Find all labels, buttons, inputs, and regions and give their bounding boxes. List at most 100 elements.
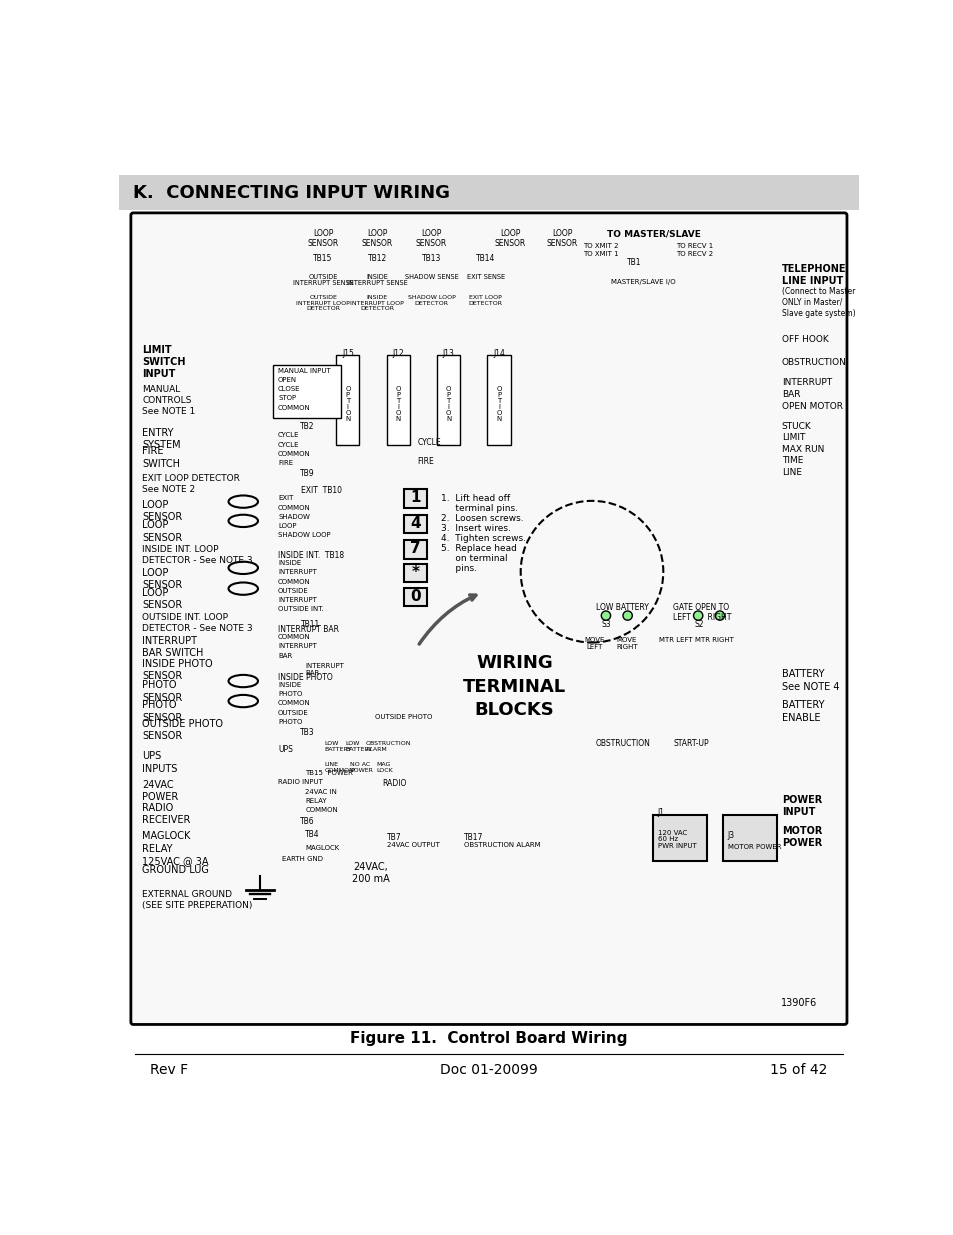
Text: 1390F6: 1390F6 bbox=[780, 998, 816, 1008]
FancyBboxPatch shape bbox=[335, 356, 359, 446]
FancyBboxPatch shape bbox=[403, 540, 427, 558]
Text: MOVE
RIGHT: MOVE RIGHT bbox=[616, 637, 637, 650]
Text: pins.: pins. bbox=[440, 564, 476, 573]
Text: CYCLE: CYCLE bbox=[278, 432, 299, 438]
Text: CLOSE: CLOSE bbox=[278, 387, 300, 393]
Text: Rev F: Rev F bbox=[150, 1063, 188, 1077]
Text: terminal pins.: terminal pins. bbox=[440, 504, 517, 513]
Text: on terminal: on terminal bbox=[440, 555, 507, 563]
Text: SHADOW: SHADOW bbox=[278, 514, 310, 520]
Text: TO XMIT 2: TO XMIT 2 bbox=[582, 243, 618, 249]
Text: INTERRUPT: INTERRUPT bbox=[278, 569, 316, 576]
Text: INSIDE: INSIDE bbox=[278, 561, 301, 566]
Text: LOOP
SENSOR: LOOP SENSOR bbox=[142, 500, 183, 522]
Text: CYCLE: CYCLE bbox=[417, 438, 441, 447]
Text: O
P
T
I
O
N: O P T I O N bbox=[345, 385, 350, 422]
Text: 4.  Tighten screws.: 4. Tighten screws. bbox=[440, 534, 525, 543]
Text: TB15  POWER: TB15 POWER bbox=[305, 769, 353, 776]
Text: EXIT LOOP DETECTOR
See NOTE 2: EXIT LOOP DETECTOR See NOTE 2 bbox=[142, 474, 240, 494]
Text: OBSTRUCTION: OBSTRUCTION bbox=[596, 739, 650, 747]
Text: LOOP
SENSOR: LOOP SENSOR bbox=[361, 228, 393, 248]
Text: PHOTO
SENSOR: PHOTO SENSOR bbox=[142, 700, 183, 722]
Text: 24VAC
POWER: 24VAC POWER bbox=[142, 779, 178, 802]
Text: 1: 1 bbox=[410, 490, 420, 505]
Text: OUTSIDE: OUTSIDE bbox=[278, 588, 309, 594]
Text: GATE OPEN TO
LEFT       RIGHT: GATE OPEN TO LEFT RIGHT bbox=[673, 603, 731, 622]
Text: BATTERY
ENABLE: BATTERY ENABLE bbox=[781, 700, 823, 722]
Text: LOOP
SENSOR: LOOP SENSOR bbox=[416, 228, 447, 248]
Text: EXTERNAL GROUND
(SEE SITE PREPERATION): EXTERNAL GROUND (SEE SITE PREPERATION) bbox=[142, 889, 253, 910]
FancyBboxPatch shape bbox=[386, 356, 410, 446]
FancyBboxPatch shape bbox=[119, 175, 858, 210]
Text: UPS
INPUTS: UPS INPUTS bbox=[142, 751, 177, 773]
Text: TB11: TB11 bbox=[301, 620, 320, 629]
Text: MAG
LOCK: MAG LOCK bbox=[376, 762, 393, 773]
FancyBboxPatch shape bbox=[403, 515, 427, 534]
Text: (Connect to Master
ONLY in Master/
Slave gate system): (Connect to Master ONLY in Master/ Slave… bbox=[781, 287, 855, 317]
FancyBboxPatch shape bbox=[653, 815, 707, 861]
Text: INSIDE INT. LOOP
DETECTOR - See NOTE 3: INSIDE INT. LOOP DETECTOR - See NOTE 3 bbox=[142, 545, 253, 564]
Text: LOOP
SENSOR: LOOP SENSOR bbox=[546, 228, 578, 248]
Text: TB9: TB9 bbox=[300, 469, 314, 478]
Text: O
P
T
I
O
N: O P T I O N bbox=[445, 385, 451, 422]
Text: MTR RIGHT: MTR RIGHT bbox=[695, 637, 733, 643]
Text: 15 of 42: 15 of 42 bbox=[769, 1063, 827, 1077]
Text: OUTSIDE
INTERRUPT SENSE: OUTSIDE INTERRUPT SENSE bbox=[293, 274, 353, 287]
Text: OBSTRUCTION ALARM: OBSTRUCTION ALARM bbox=[464, 842, 540, 848]
Text: OPEN MOTOR: OPEN MOTOR bbox=[781, 401, 842, 410]
Text: TB6: TB6 bbox=[300, 818, 314, 826]
Text: OBSTRUCTION: OBSTRUCTION bbox=[781, 358, 846, 367]
Text: TB7: TB7 bbox=[386, 832, 401, 842]
Text: TB13: TB13 bbox=[421, 253, 441, 263]
Text: 0: 0 bbox=[410, 589, 420, 604]
Text: FIRE: FIRE bbox=[278, 461, 293, 466]
Text: S3: S3 bbox=[600, 620, 610, 629]
FancyBboxPatch shape bbox=[403, 564, 427, 583]
FancyBboxPatch shape bbox=[722, 815, 777, 861]
Text: OUTSIDE INT.: OUTSIDE INT. bbox=[278, 606, 324, 613]
Circle shape bbox=[600, 611, 610, 620]
Text: S2: S2 bbox=[694, 620, 703, 629]
Text: TB4: TB4 bbox=[305, 830, 319, 839]
Text: 120 VAC
60 Hz
PWR INPUT: 120 VAC 60 Hz PWR INPUT bbox=[658, 830, 696, 848]
Text: RADIO: RADIO bbox=[382, 779, 407, 788]
Text: INTERRUPT: INTERRUPT bbox=[278, 597, 316, 603]
Text: EXIT SENSE: EXIT SENSE bbox=[466, 274, 504, 279]
Text: INSIDE
INTERRUPT SENSE: INSIDE INTERRUPT SENSE bbox=[347, 274, 407, 287]
Text: 2.  Loosen screws.: 2. Loosen screws. bbox=[440, 514, 523, 522]
Text: OUTSIDE: OUTSIDE bbox=[278, 710, 309, 715]
Text: RADIO
RECEIVER: RADIO RECEIVER bbox=[142, 803, 191, 825]
FancyBboxPatch shape bbox=[274, 364, 340, 419]
Text: COMMON: COMMON bbox=[278, 634, 311, 640]
FancyBboxPatch shape bbox=[436, 356, 459, 446]
Text: TB15: TB15 bbox=[313, 253, 333, 263]
Text: LINE
COMMON: LINE COMMON bbox=[324, 762, 355, 773]
Text: PHOTO
SENSOR: PHOTO SENSOR bbox=[142, 680, 183, 703]
Text: J14: J14 bbox=[493, 350, 504, 358]
Text: O
P
T
I
O
N: O P T I O N bbox=[496, 385, 501, 422]
Text: J1: J1 bbox=[658, 808, 664, 818]
Text: OUTSIDE PHOTO: OUTSIDE PHOTO bbox=[375, 714, 432, 720]
Text: COMMON: COMMON bbox=[278, 451, 311, 457]
Text: GROUND LUG: GROUND LUG bbox=[142, 864, 209, 876]
Text: COMMON: COMMON bbox=[278, 405, 311, 410]
Text: MTR LEFT: MTR LEFT bbox=[659, 637, 692, 643]
Text: OUTSIDE
INTERRUPT LOOP
DETECTOR: OUTSIDE INTERRUPT LOOP DETECTOR bbox=[295, 295, 350, 311]
Text: EXIT: EXIT bbox=[278, 495, 294, 501]
Text: TB3: TB3 bbox=[300, 727, 314, 737]
Text: INSIDE: INSIDE bbox=[278, 682, 301, 688]
Text: TO RECV 2: TO RECV 2 bbox=[675, 251, 712, 257]
Text: BAR: BAR bbox=[278, 652, 292, 658]
Text: RADIO INPUT: RADIO INPUT bbox=[278, 779, 323, 784]
Text: TB2: TB2 bbox=[300, 421, 314, 431]
Text: J3: J3 bbox=[727, 831, 734, 840]
Text: EXIT LOOP
DETECTOR: EXIT LOOP DETECTOR bbox=[468, 295, 502, 306]
Text: FIRE: FIRE bbox=[417, 457, 434, 466]
Text: K.  CONNECTING INPUT WIRING: K. CONNECTING INPUT WIRING bbox=[133, 184, 450, 201]
Text: INTERRUPT BAR: INTERRUPT BAR bbox=[278, 625, 338, 634]
Text: INTERRUPT
BAR: INTERRUPT BAR bbox=[305, 663, 344, 677]
Text: OUTSIDE PHOTO
SENSOR: OUTSIDE PHOTO SENSOR bbox=[142, 719, 223, 741]
FancyBboxPatch shape bbox=[131, 212, 846, 1025]
Text: TB12: TB12 bbox=[367, 253, 387, 263]
Text: OUTSIDE INT. LOOP
DETECTOR - See NOTE 3: OUTSIDE INT. LOOP DETECTOR - See NOTE 3 bbox=[142, 613, 253, 632]
